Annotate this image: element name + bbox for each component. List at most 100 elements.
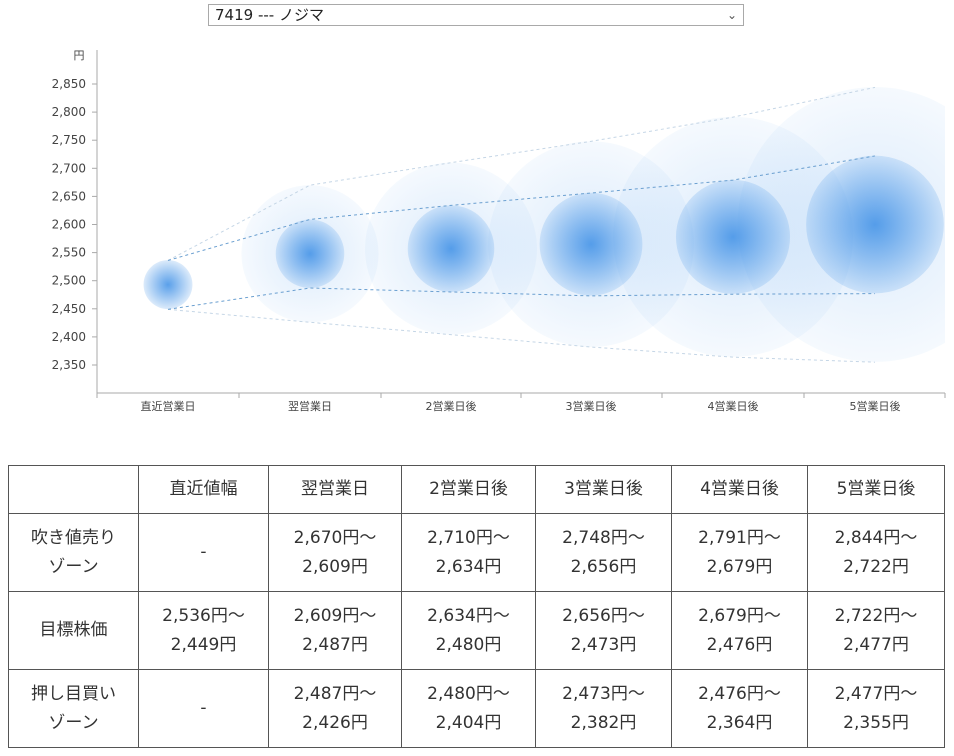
cell-text: ゾーン xyxy=(48,712,99,733)
cell-text: 2,844円～ xyxy=(834,527,918,548)
cell-text: 2,487円～ xyxy=(293,683,377,704)
cell-text: 2,609円 xyxy=(302,556,368,577)
table-cell: 2,634円～ 2,480円 xyxy=(401,591,536,670)
table-cell: 2,656円～ 2,473円 xyxy=(535,591,672,670)
cell-text: 2,355円 xyxy=(843,712,909,733)
cell-text: 2,536円～ xyxy=(162,605,245,626)
cell-text: 直近値幅 xyxy=(169,479,238,499)
table-row: 押し目買い ゾーン - 2,487円～ 2,426円 2,480円～ 2,404円 2,473… xyxy=(8,669,945,748)
table-cell: 2,480円～ 2,404円 xyxy=(401,669,536,748)
cell-text: 翌営業日 xyxy=(301,479,369,499)
table-cell: 2,722円～ 2,477円 xyxy=(807,591,945,670)
x-tick-label: 2営業日後 xyxy=(426,399,477,413)
row-label-cell: 目標株価 xyxy=(8,591,139,670)
cell-text: - xyxy=(200,542,207,562)
target-bubble xyxy=(275,219,345,289)
x-tick-label: 翌営業日 xyxy=(288,399,332,413)
table-row: 吹き値売りゾーン - 2,670円～ 2,609円 2,710円～ 2,634円 2,748… xyxy=(8,513,945,592)
cell-text: 目標株価 xyxy=(39,620,108,640)
cell-text: 2,364円 xyxy=(706,712,773,733)
cell-text: 4営業日後 xyxy=(700,479,779,499)
row-label-cell: 押し目買い ゾーン xyxy=(8,669,139,748)
table-header-cell: 2営業日後 xyxy=(401,465,536,514)
table-cell: - xyxy=(138,669,269,748)
cell-text: 2,634円 xyxy=(435,556,502,577)
cell-text: 2,480円 xyxy=(435,634,502,655)
cell-text: 2,791円～ xyxy=(698,527,781,548)
table-row: 目標株価 2,536円～ 2,449円 2,609円～ 2,487円 2,634円～ 2,4… xyxy=(8,591,945,670)
outer-lower-line xyxy=(167,308,876,363)
cell-text: 押し目買い xyxy=(31,683,116,704)
forecast-table: 直近値幅 翌営業日 2営業日後 3営業日後 4営業日後 5営業日後吹き値売りゾーン - 2,6… xyxy=(8,465,945,748)
cell-text: 2,487円 xyxy=(302,634,368,655)
cell-text: 5営業日後 xyxy=(836,479,916,499)
y-tick-label: 2,600 xyxy=(52,218,86,232)
forecast-chart: 円 2,350 2,400 2,450 2,500 2,550 2,600 2,650 2,70… xyxy=(52,49,946,413)
cell-text: 2,656円～ xyxy=(562,605,645,626)
stock-select-value: 7419 --- ノジマ xyxy=(215,6,324,24)
target-lower-line xyxy=(167,287,876,310)
cell-text: 2,722円 xyxy=(843,556,909,577)
x-tick-label: 直近営業日 xyxy=(141,399,196,413)
y-tick-label: 2,500 xyxy=(52,274,86,288)
cell-text: 2,670円～ xyxy=(293,527,377,548)
y-tick-label: 2,850 xyxy=(52,77,86,91)
cell-text: - xyxy=(200,698,207,718)
table-header-cell: 翌営業日 xyxy=(268,465,402,514)
target-bubble xyxy=(143,260,193,310)
cell-text: 2,426円 xyxy=(302,712,368,733)
table-header-row: 直近値幅 翌営業日 2営業日後 3営業日後 4営業日後 5営業日後 xyxy=(8,465,945,514)
cell-text: 2,609円～ xyxy=(293,605,377,626)
table-header-cell: 5営業日後 xyxy=(807,465,945,514)
cell-text: 2,473円～ xyxy=(562,683,645,704)
cell-text: 吹き値売り xyxy=(31,527,116,548)
cell-text: 2,473円 xyxy=(570,634,637,655)
table-cell: 2,670円～ 2,609円 xyxy=(268,513,402,592)
cell-text: 2,679円～ xyxy=(698,605,781,626)
target-bubble xyxy=(539,192,643,296)
row-label-cell: 吹き値売り ゾーン xyxy=(8,513,139,592)
cell-text: 3営業日後 xyxy=(564,479,643,499)
table-header-cell: 直近値幅 xyxy=(138,465,269,514)
table-cell: 2,536円～ 2,449円 xyxy=(138,591,269,670)
y-tick-label: 2,450 xyxy=(52,302,86,316)
table-cell: 2,791円～ 2,679円 xyxy=(671,513,808,592)
outer-upper-line xyxy=(167,86,876,261)
table-cell: 2,487円～ 2,426円 xyxy=(268,669,402,748)
table-cell: 2,473円～ 2,382円 xyxy=(535,669,672,748)
cell-text: 2,477円 xyxy=(843,634,909,655)
cell-text: 2,710円～ xyxy=(427,527,510,548)
table-cell: - xyxy=(138,513,269,592)
target-upper-line xyxy=(167,155,876,261)
cell-text: 2,476円 xyxy=(706,634,773,655)
cell-text: 2営業日後 xyxy=(429,479,508,499)
table-cell: 2,710円～ 2,634円 xyxy=(401,513,536,592)
y-tick-label: 2,400 xyxy=(52,330,86,344)
stock-select[interactable]: 7419 --- ノジマ ⌄ xyxy=(208,4,744,26)
target-bubble xyxy=(675,179,791,294)
target-bubble xyxy=(806,155,944,294)
table-header-cell: 3営業日後 xyxy=(535,465,672,514)
x-tick-label: 3営業日後 xyxy=(566,399,617,413)
y-axis-unit: 円 xyxy=(74,49,85,62)
y-tick-label: 2,800 xyxy=(52,105,86,119)
x-tick-label: 5営業日後 xyxy=(850,399,901,413)
table-header-cell xyxy=(8,465,139,514)
cell-text: 2,748円～ xyxy=(562,527,645,548)
cell-text: 2,476円～ xyxy=(698,683,781,704)
cell-text: ゾーン xyxy=(48,556,99,577)
table-cell: 2,748円～ 2,656円 xyxy=(535,513,672,592)
table-cell: 2,477円～ 2,355円 xyxy=(807,669,945,748)
y-tick-label: 2,750 xyxy=(52,133,86,147)
cell-text: 2,634円～ xyxy=(427,605,510,626)
table-cell: 2,679円～ 2,476円 xyxy=(671,591,808,670)
y-tick-label: 2,650 xyxy=(52,189,86,203)
table-cell: 2,476円～ 2,364円 xyxy=(671,669,808,748)
cell-text: 2,382円 xyxy=(570,712,637,733)
cell-text: 2,656円 xyxy=(570,556,637,577)
y-tick-label: 2,350 xyxy=(52,358,86,372)
x-tick-label: 4営業日後 xyxy=(708,399,759,413)
cell-text: 2,404円 xyxy=(435,712,502,733)
cell-text: 2,679円 xyxy=(706,556,773,577)
table-cell: 2,609円～ 2,487円 xyxy=(268,591,402,670)
